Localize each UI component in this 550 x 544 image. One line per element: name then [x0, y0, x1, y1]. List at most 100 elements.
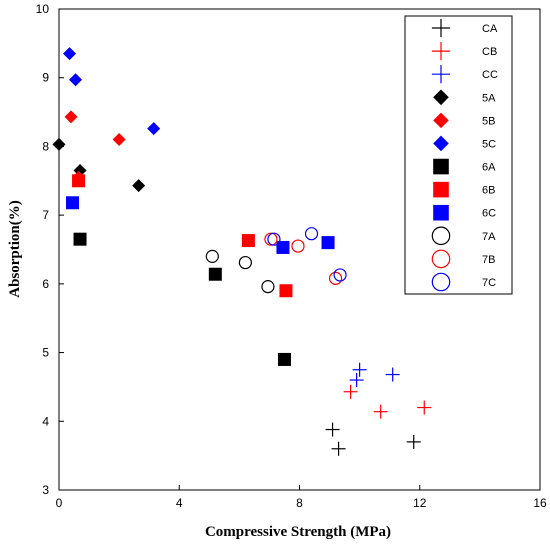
legend-marker: [433, 204, 449, 221]
x-tick-label: 4: [176, 496, 183, 510]
x-tick-label: 16: [533, 496, 547, 510]
legend-item: 7A: [431, 226, 496, 246]
legend-label: CC: [482, 69, 498, 81]
data-point: [52, 137, 66, 151]
data-point: [291, 239, 305, 253]
series-7c: [267, 227, 347, 282]
legend-item: 5C: [433, 135, 496, 152]
legend-label: 7C: [482, 277, 496, 289]
legend: CA CB CC 5A 5B 5C 6A 6B 6C 7A 7B 7C: [404, 15, 513, 295]
series-cc: [349, 362, 400, 388]
y-tick-label: 6: [42, 277, 49, 291]
series-7a: [205, 249, 275, 294]
data-point: [63, 47, 77, 61]
legend-label: 5C: [482, 138, 496, 150]
legend-item: 5A: [433, 89, 496, 106]
legend-label: 7B: [482, 254, 495, 266]
data-point: [132, 179, 146, 193]
y-tick-label: 8: [42, 139, 49, 153]
y-tick-label: 9: [42, 71, 49, 85]
legend-item: CC: [431, 65, 498, 84]
legend-marker: [431, 41, 451, 61]
data-point: [333, 268, 347, 282]
legend-label: 6B: [482, 185, 495, 197]
data-point: [64, 110, 78, 124]
x-axis-title: Compressive Strength (MPa): [205, 524, 391, 540]
legend-label: 7A: [482, 231, 496, 243]
legend-label: 5B: [482, 115, 495, 127]
axes: 0 4 8 12 16 3 4 5 6 7 8 9 10: [36, 2, 547, 510]
series-6c: [66, 196, 335, 254]
data-point: [331, 441, 346, 456]
data-point: [352, 362, 367, 377]
legend-label: 6A: [482, 162, 496, 174]
legend-item: 6B: [433, 181, 495, 198]
data-point: [406, 434, 421, 449]
series-cb: [343, 384, 432, 419]
legend-item: 5B: [433, 112, 495, 129]
legend-marker: [431, 249, 451, 269]
data-point: [208, 267, 222, 281]
data-point: [321, 236, 335, 250]
data-point: [147, 122, 161, 136]
legend-item: 7B: [431, 249, 495, 269]
y-tick-label: 10: [36, 2, 50, 16]
data-point: [304, 227, 319, 241]
y-tick-label: 4: [42, 414, 49, 428]
data-point: [69, 73, 83, 87]
series-7b: [264, 232, 343, 285]
data-point: [349, 373, 364, 388]
data-point: [72, 174, 86, 188]
series-ca: [325, 422, 421, 456]
series-5c: [63, 47, 161, 136]
legend-marker: [433, 158, 449, 175]
data-point: [373, 404, 388, 419]
legend-marker: [431, 226, 451, 246]
legend-marker: [433, 135, 449, 152]
series-6a: [73, 232, 291, 366]
legend-marker: [433, 89, 449, 106]
legend-label: 6C: [482, 208, 496, 220]
legend-item: CA: [431, 18, 498, 38]
data-point: [277, 352, 291, 366]
data-point: [205, 249, 219, 263]
data-point: [267, 232, 281, 246]
y-tick-label: 3: [42, 483, 49, 497]
x-tick-label: 8: [296, 496, 303, 510]
data-point: [328, 271, 343, 285]
legend-item: 7C: [431, 272, 496, 292]
legend-marker: [433, 181, 449, 198]
data-point: [385, 367, 400, 382]
data-point: [238, 255, 252, 270]
legend-item: CB: [431, 41, 497, 61]
data-point: [112, 133, 126, 147]
x-tick-label: 12: [413, 496, 427, 510]
data-point: [241, 234, 255, 248]
legend-box: [404, 15, 513, 295]
x-tick-label: 0: [56, 496, 63, 510]
y-tick-label: 7: [42, 208, 49, 222]
legend-marker: [433, 112, 449, 129]
data-point: [276, 240, 290, 254]
data-point: [279, 284, 293, 298]
legend-marker: [431, 18, 451, 38]
data-point: [343, 384, 358, 399]
data-point: [73, 232, 87, 246]
y-axis-title: Absorption(%): [7, 200, 23, 298]
data-point: [264, 232, 278, 246]
y-tick-label: 5: [42, 346, 49, 360]
legend-marker: [431, 65, 451, 84]
legend-marker: [431, 272, 451, 292]
legend-item: 6C: [433, 204, 496, 221]
series-6b: [72, 174, 293, 298]
data-point: [325, 422, 340, 437]
legend-label: CB: [482, 46, 497, 58]
data-point: [417, 400, 432, 415]
data-point: [261, 280, 275, 294]
legend-item: 6A: [433, 158, 496, 175]
data-point: [66, 196, 80, 210]
legend-label: 5A: [482, 92, 496, 104]
data-marks: [52, 47, 432, 456]
legend-label: CA: [482, 23, 498, 35]
